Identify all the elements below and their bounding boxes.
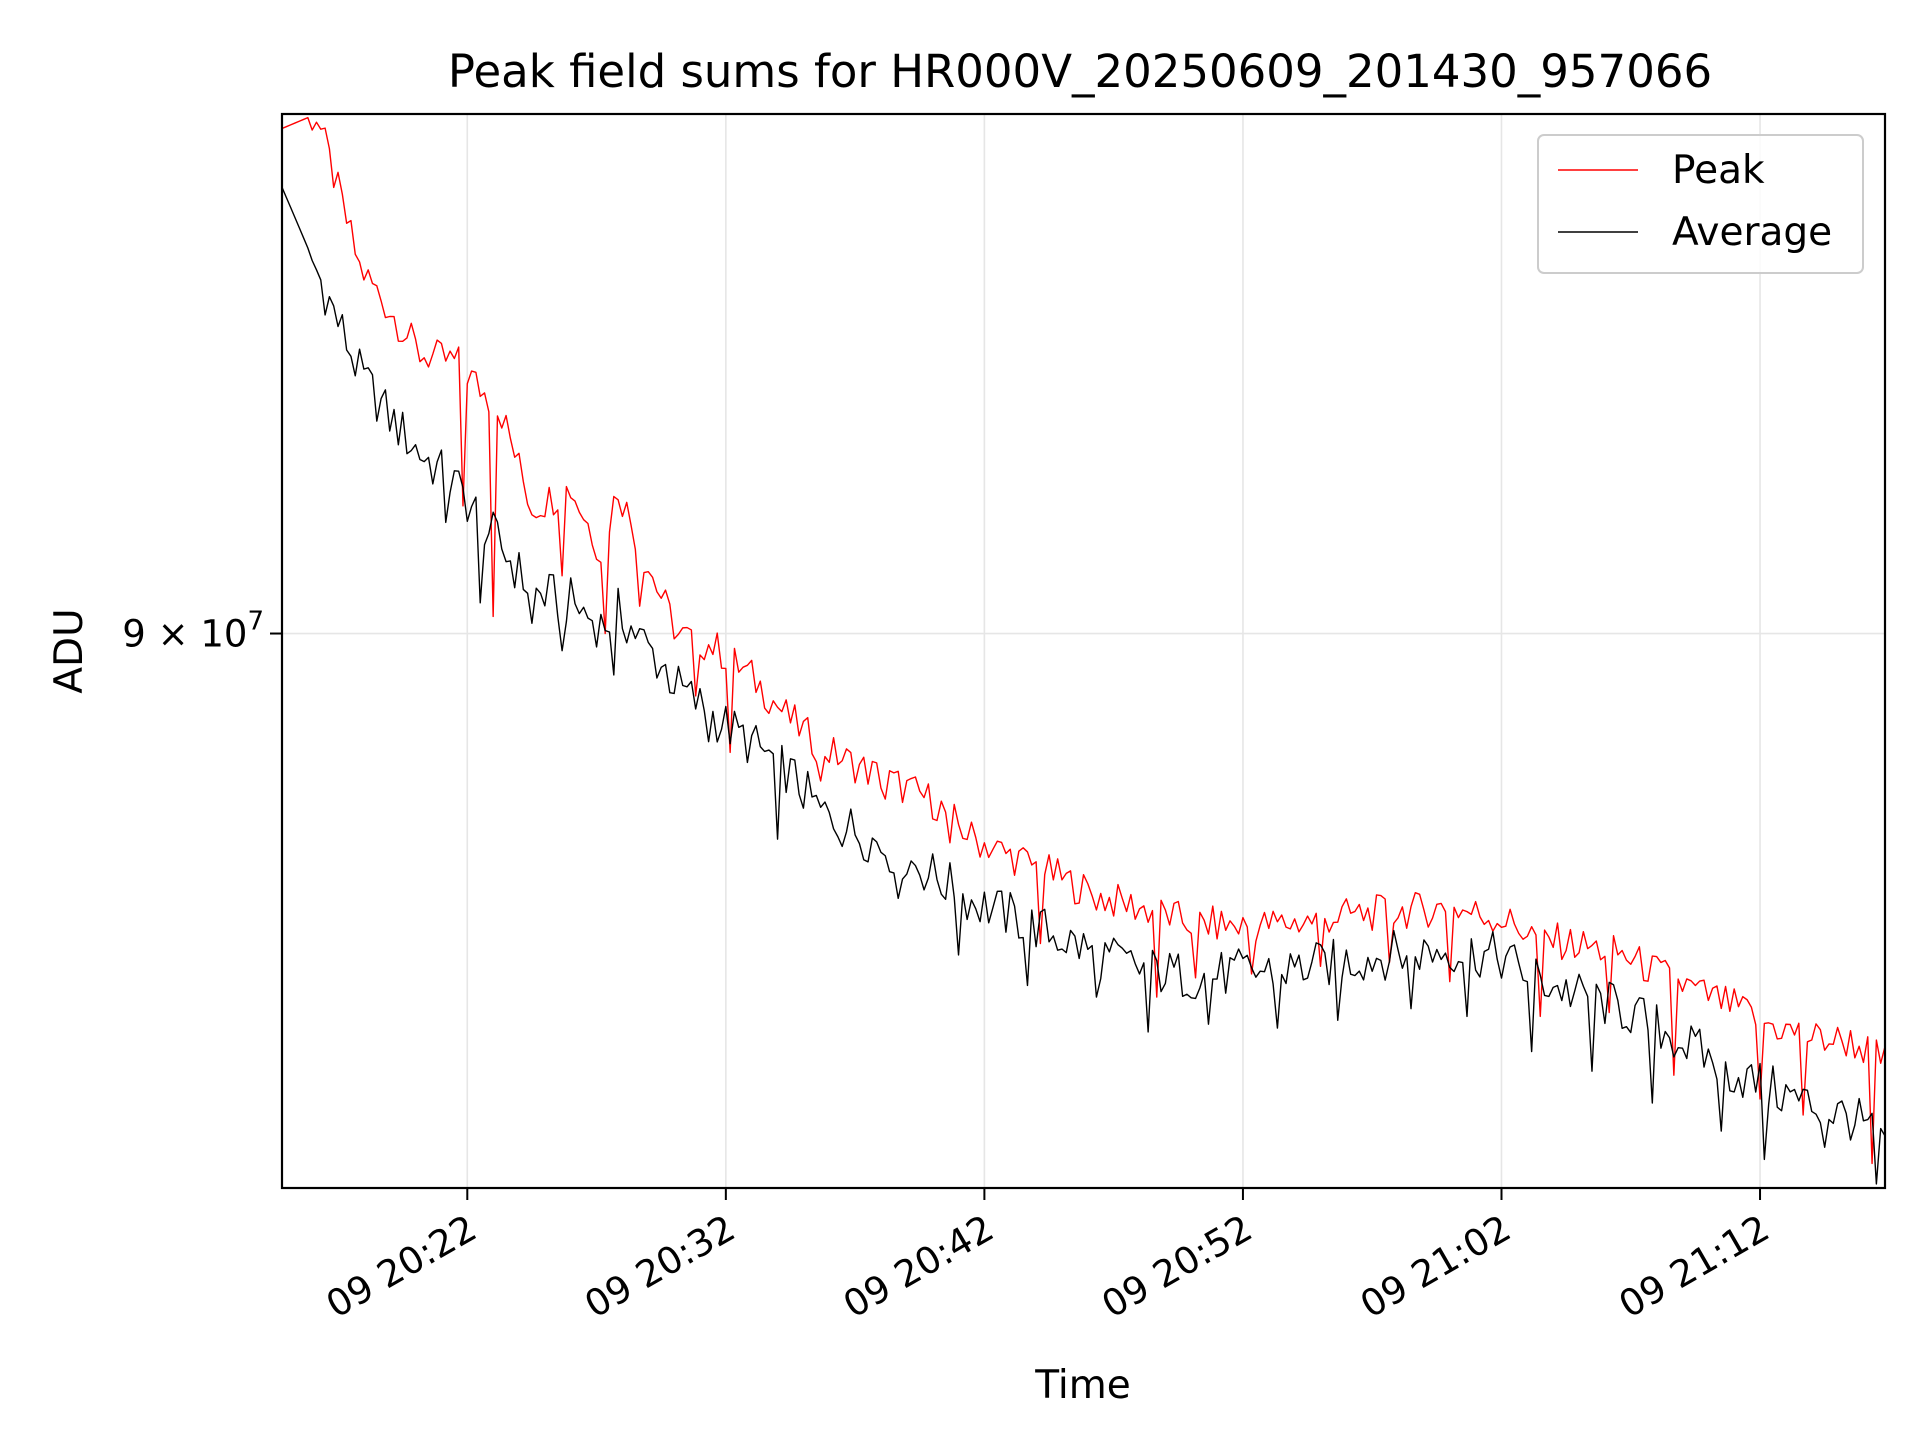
- y-tick-times: ×: [146, 613, 201, 656]
- x-axis-label: Time: [1034, 1363, 1130, 1408]
- series-line-average: [281, 187, 1886, 1185]
- x-tick-label: 09 20:52: [1095, 1207, 1260, 1327]
- x-tick-label: 09 20:32: [578, 1207, 743, 1327]
- y-tick-label: 9 × 107: [122, 607, 264, 656]
- y-axis-label: ADU: [47, 608, 92, 693]
- x-axis: 09 20:22 09 20:32 09 20:42 09 20:52 09 21:02…: [319, 1188, 1777, 1327]
- y-tick-mantissa: 9: [122, 613, 146, 656]
- grid-lines: [282, 114, 1885, 1188]
- series-layer: [281, 116, 1886, 1185]
- x-tick-label: 09 20:42: [836, 1207, 1001, 1327]
- x-tick-label: 09 20:22: [319, 1207, 484, 1327]
- legend: Peak Average: [1537, 134, 1864, 274]
- chart-title: Peak field sums for HR000V_20250609_2014…: [448, 45, 1712, 98]
- plot-frame: [280, 112, 1887, 1190]
- legend-label-peak: Peak: [1672, 148, 1765, 193]
- y-tick-base: 10: [200, 613, 247, 656]
- legend-label-average: Average: [1672, 210, 1832, 255]
- y-axis: 9 × 107: [122, 607, 282, 656]
- x-tick-label: 09 21:02: [1353, 1207, 1518, 1327]
- y-tick-exponent: 7: [247, 607, 264, 637]
- x-tick-label: 09 21:12: [1612, 1207, 1777, 1327]
- series-line-peak: [281, 116, 1886, 1165]
